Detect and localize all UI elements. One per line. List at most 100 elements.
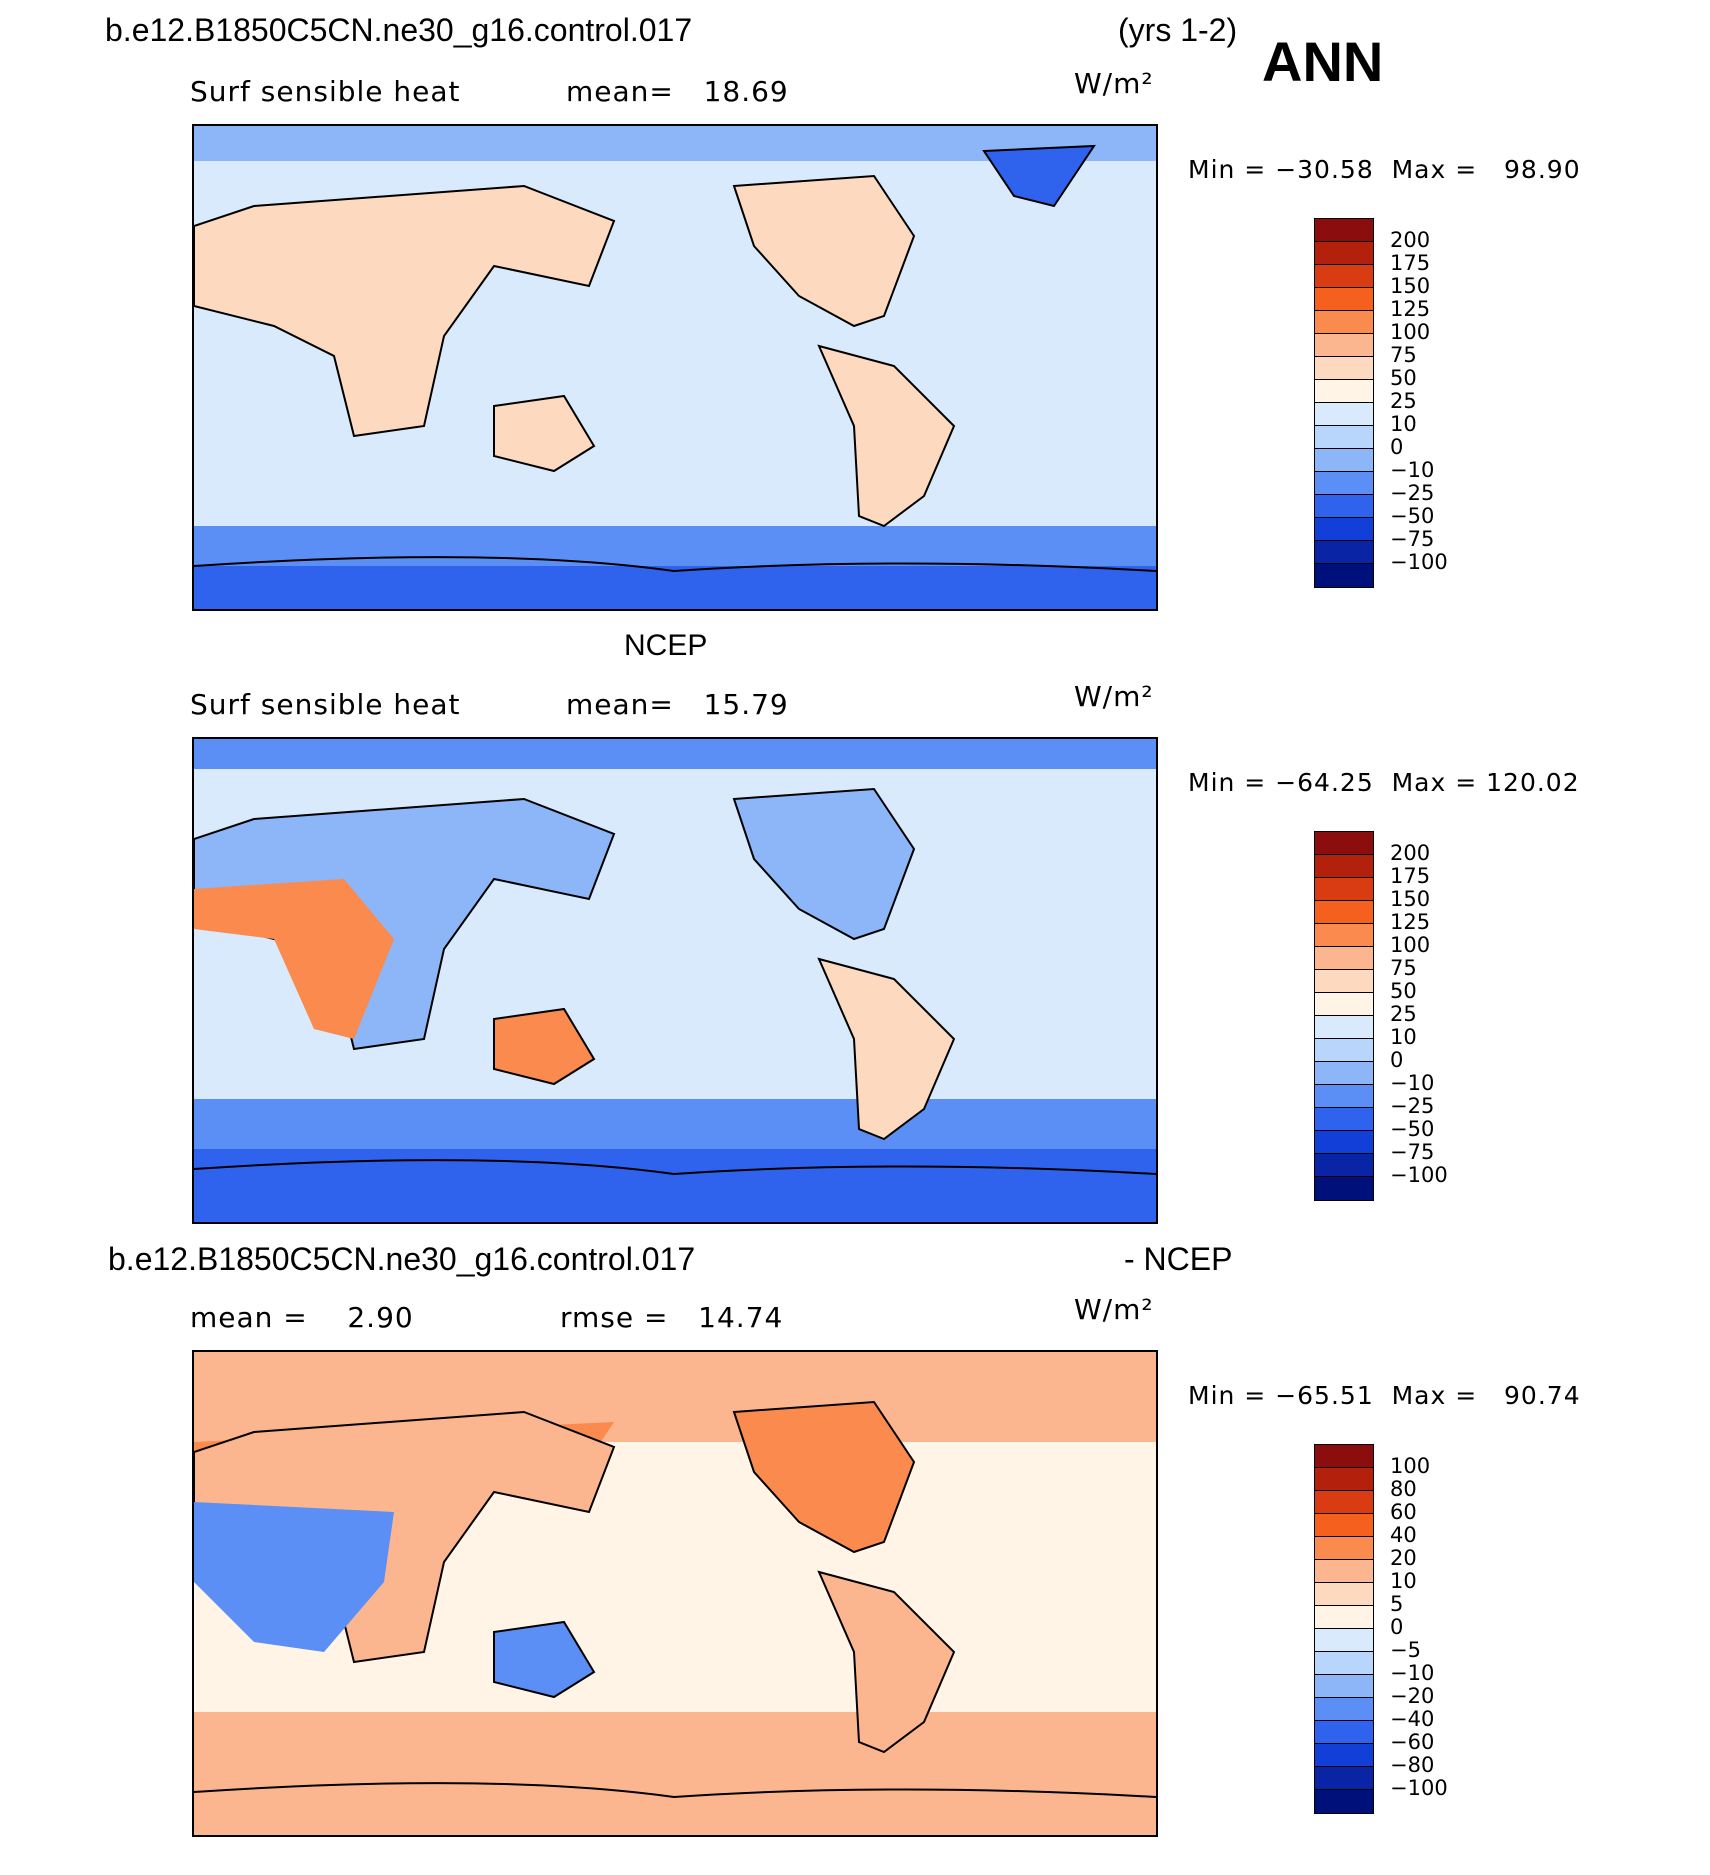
colorbar-label: 175 — [1390, 864, 1431, 888]
colorbar-label: 100 — [1390, 320, 1431, 344]
colorbar-swatch — [1315, 1445, 1373, 1468]
colorbar-swatch — [1315, 1154, 1373, 1177]
colorbar-swatch — [1315, 993, 1373, 1016]
colorbar-swatch — [1315, 1721, 1373, 1744]
colorbar-swatch — [1315, 403, 1373, 426]
colorbar-label: 40 — [1390, 1523, 1417, 1547]
colorbar-swatch — [1315, 1131, 1373, 1154]
panel2-colorbar — [1314, 831, 1374, 1201]
colorbar-label: −100 — [1390, 1776, 1448, 1800]
colorbar-label: 50 — [1390, 979, 1417, 1003]
colorbar-label: −40 — [1390, 1707, 1435, 1731]
colorbar-swatch — [1315, 1744, 1373, 1767]
panel3-title-right: - NCEP — [1124, 1241, 1233, 1277]
panel1-colorbar — [1314, 218, 1374, 588]
colorbar-label: −100 — [1390, 1163, 1448, 1187]
panel3-map — [192, 1350, 1158, 1837]
colorbar-label: 100 — [1390, 1454, 1431, 1478]
colorbar-label: 60 — [1390, 1500, 1417, 1524]
colorbar-swatch — [1315, 495, 1373, 518]
colorbar-swatch — [1315, 947, 1373, 970]
colorbar-swatch — [1315, 970, 1373, 993]
colorbar-swatch — [1315, 855, 1373, 878]
panel2-variable: Surf sensible heat — [190, 688, 461, 721]
colorbar-label: 175 — [1390, 251, 1431, 275]
colorbar-label: −5 — [1390, 1638, 1421, 1662]
colorbar-swatch — [1315, 1629, 1373, 1652]
panel2-minmax: Min = −64.25 Max = 120.02 — [1188, 768, 1580, 797]
colorbar-label: 200 — [1390, 841, 1431, 865]
colorbar-label: 150 — [1390, 274, 1431, 298]
colorbar-swatch — [1315, 541, 1373, 564]
colorbar-swatch — [1315, 1514, 1373, 1537]
colorbar-label: 80 — [1390, 1477, 1417, 1501]
colorbar-label: 25 — [1390, 389, 1417, 413]
colorbar-label: 0 — [1390, 435, 1404, 459]
panel3-units: W/m² — [1074, 1293, 1154, 1326]
colorbar-swatch — [1315, 1085, 1373, 1108]
colorbar-swatch — [1315, 1675, 1373, 1698]
colorbar-label: 100 — [1390, 933, 1431, 957]
colorbar-label: 0 — [1390, 1615, 1404, 1639]
colorbar-label: 125 — [1390, 910, 1431, 934]
colorbar-label: −50 — [1390, 504, 1435, 528]
colorbar-label: −25 — [1390, 1094, 1435, 1118]
colorbar-label: 10 — [1390, 1025, 1417, 1049]
colorbar-swatch — [1315, 219, 1373, 242]
colorbar-label: −80 — [1390, 1753, 1435, 1777]
panel3-rmse: rmse = 14.74 — [560, 1301, 784, 1334]
colorbar-swatch — [1315, 1062, 1373, 1085]
colorbar-label: −75 — [1390, 527, 1435, 551]
colorbar-swatch — [1315, 1652, 1373, 1675]
colorbar-swatch — [1315, 1560, 1373, 1583]
colorbar-label: 75 — [1390, 343, 1417, 367]
colorbar-swatch — [1315, 564, 1373, 587]
colorbar-label: −75 — [1390, 1140, 1435, 1164]
colorbar-label: 5 — [1390, 1592, 1404, 1616]
colorbar-label: 10 — [1390, 1569, 1417, 1593]
colorbar-label: 10 — [1390, 412, 1417, 436]
panel1-minmax: Min = −30.58 Max = 98.90 — [1188, 155, 1581, 184]
colorbar-swatch — [1315, 311, 1373, 334]
colorbar-swatch — [1315, 1491, 1373, 1514]
colorbar-swatch — [1315, 334, 1373, 357]
case-title: b.e12.B1850C5CN.ne30_g16.control.017 — [105, 12, 693, 48]
colorbar-swatch — [1315, 1606, 1373, 1629]
colorbar-swatch — [1315, 380, 1373, 403]
colorbar-swatch — [1315, 924, 1373, 947]
colorbar-swatch — [1315, 449, 1373, 472]
panel1-variable: Surf sensible heat — [190, 75, 461, 108]
panel2-map — [192, 737, 1158, 1224]
colorbar-swatch — [1315, 426, 1373, 449]
colorbar-label: −20 — [1390, 1684, 1435, 1708]
colorbar-swatch — [1315, 357, 1373, 380]
colorbar-label: 0 — [1390, 1048, 1404, 1072]
colorbar-swatch — [1315, 265, 1373, 288]
colorbar-label: 20 — [1390, 1546, 1417, 1570]
colorbar-label: 125 — [1390, 297, 1431, 321]
colorbar-label: 200 — [1390, 228, 1431, 252]
colorbar-swatch — [1315, 518, 1373, 541]
panel2-title: NCEP — [624, 629, 708, 662]
colorbar-swatch — [1315, 832, 1373, 855]
colorbar-label: −50 — [1390, 1117, 1435, 1141]
panel1-mean: mean= 18.69 — [566, 75, 789, 108]
colorbar-swatch — [1315, 1016, 1373, 1039]
colorbar-swatch — [1315, 242, 1373, 265]
colorbar-swatch — [1315, 1108, 1373, 1131]
panel3-minmax: Min = −65.51 Max = 90.74 — [1188, 1381, 1581, 1410]
colorbar-swatch — [1315, 878, 1373, 901]
years-label: (yrs 1-2) — [1118, 12, 1238, 48]
colorbar-swatch — [1315, 901, 1373, 924]
colorbar-swatch — [1315, 1767, 1373, 1790]
colorbar-swatch — [1315, 288, 1373, 311]
colorbar-label: −10 — [1390, 458, 1435, 482]
colorbar-label: −10 — [1390, 1661, 1435, 1685]
colorbar-label: −60 — [1390, 1730, 1435, 1754]
colorbar-label: 150 — [1390, 887, 1431, 911]
panel2-units: W/m² — [1074, 680, 1154, 713]
colorbar-label: 75 — [1390, 956, 1417, 980]
colorbar-swatch — [1315, 1790, 1373, 1813]
colorbar-swatch — [1315, 1039, 1373, 1062]
panel1-map — [192, 124, 1158, 611]
